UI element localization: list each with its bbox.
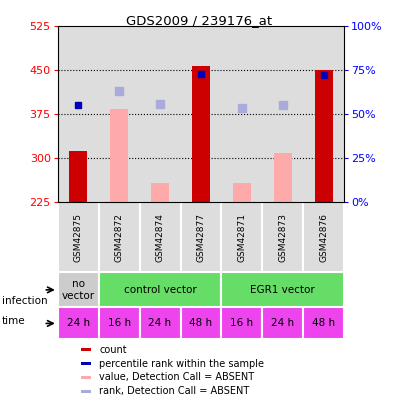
Bar — [140, 202, 181, 272]
Text: 16 h: 16 h — [230, 318, 254, 328]
Text: time: time — [2, 316, 25, 326]
Bar — [181, 307, 221, 339]
Bar — [110, 109, 128, 202]
Text: GSM42874: GSM42874 — [156, 213, 164, 262]
Text: 24 h: 24 h — [271, 318, 295, 328]
Text: GSM42875: GSM42875 — [74, 213, 83, 262]
Text: EGR1 vector: EGR1 vector — [250, 285, 315, 295]
Text: 24 h: 24 h — [148, 318, 172, 328]
Bar — [58, 202, 99, 272]
Bar — [303, 307, 344, 339]
Text: GSM42871: GSM42871 — [238, 213, 246, 262]
Bar — [99, 202, 140, 272]
Bar — [69, 151, 88, 202]
Text: GDS2009 / 239176_at: GDS2009 / 239176_at — [126, 14, 272, 27]
Text: GSM42873: GSM42873 — [278, 213, 287, 262]
Bar — [81, 376, 91, 379]
Text: 16 h: 16 h — [107, 318, 131, 328]
Bar — [262, 202, 303, 272]
Bar — [221, 202, 262, 272]
Text: GSM42872: GSM42872 — [115, 213, 124, 262]
Bar — [314, 70, 333, 202]
Text: control vector: control vector — [124, 285, 197, 295]
Text: value, Detection Call = ABSENT: value, Detection Call = ABSENT — [100, 372, 255, 382]
Bar — [303, 202, 344, 272]
Bar — [221, 272, 344, 307]
Bar — [58, 307, 99, 339]
Bar — [274, 153, 292, 202]
Bar — [233, 183, 251, 202]
Text: GSM42877: GSM42877 — [197, 213, 205, 262]
Text: no
vector: no vector — [62, 279, 95, 301]
Text: percentile rank within the sample: percentile rank within the sample — [100, 358, 265, 369]
Bar — [181, 202, 221, 272]
Bar — [58, 272, 99, 307]
Bar — [221, 307, 262, 339]
Text: rank, Detection Call = ABSENT: rank, Detection Call = ABSENT — [100, 386, 250, 396]
Text: 48 h: 48 h — [189, 318, 213, 328]
Bar — [192, 66, 210, 202]
Text: count: count — [100, 345, 127, 355]
Bar — [262, 307, 303, 339]
Text: 48 h: 48 h — [312, 318, 336, 328]
Text: 24 h: 24 h — [66, 318, 90, 328]
Text: GSM42876: GSM42876 — [319, 213, 328, 262]
Bar — [140, 307, 181, 339]
Bar — [99, 272, 221, 307]
Bar — [99, 307, 140, 339]
Text: infection: infection — [2, 296, 48, 305]
Bar — [81, 362, 91, 365]
Bar — [81, 390, 91, 393]
Bar — [151, 183, 169, 202]
Bar — [81, 348, 91, 351]
